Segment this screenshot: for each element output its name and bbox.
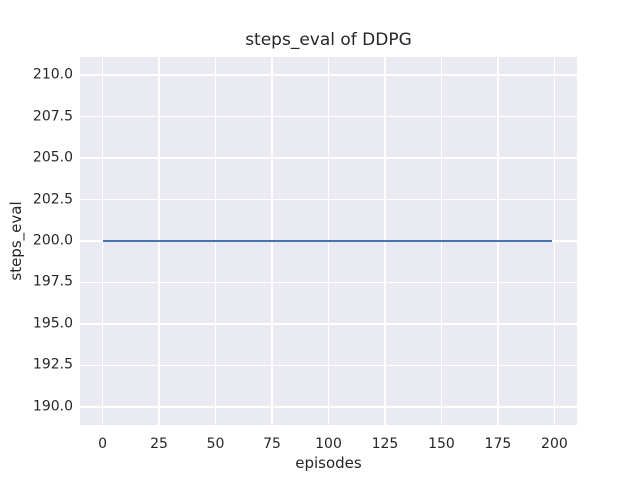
gridline-horizontal [80, 74, 577, 76]
series-line-steps_eval [102, 239, 553, 243]
y-tick-label: 210.0 [32, 66, 73, 83]
x-tick-label: 75 [263, 436, 281, 452]
gridline-horizontal [80, 281, 577, 284]
x-tick-label: 125 [371, 436, 399, 452]
x-tick-label: 200 [541, 436, 568, 452]
gridline-horizontal [80, 406, 577, 408]
x-tick-label: 50 [206, 436, 225, 452]
y-tick-label: 207.5 [32, 108, 73, 125]
plot-area [80, 57, 577, 425]
x-tick-label: 25 [150, 436, 168, 452]
gridline-horizontal [80, 157, 577, 159]
y-tick-label: 195.0 [32, 315, 73, 332]
y-tick-label: 205.0 [32, 149, 73, 166]
gridline-horizontal [80, 115, 577, 118]
y-tick-label: 192.5 [32, 356, 73, 373]
y-tick-label: 202.5 [32, 191, 73, 208]
y-tick-label: 190.0 [32, 398, 73, 415]
gridline-horizontal [80, 198, 577, 201]
x-axis-label: episodes [295, 454, 362, 472]
chart-title: steps_eval of DDPG [245, 30, 412, 50]
gridline-horizontal [80, 323, 577, 325]
gridline-horizontal [80, 364, 577, 367]
y-tick-label: 200.0 [32, 232, 73, 249]
x-tick-label: 175 [484, 436, 512, 452]
x-tick-label: 150 [428, 436, 455, 452]
x-tick-label: 100 [315, 436, 342, 452]
x-tick-label: 0 [98, 436, 108, 452]
y-tick-label: 197.5 [32, 273, 73, 290]
